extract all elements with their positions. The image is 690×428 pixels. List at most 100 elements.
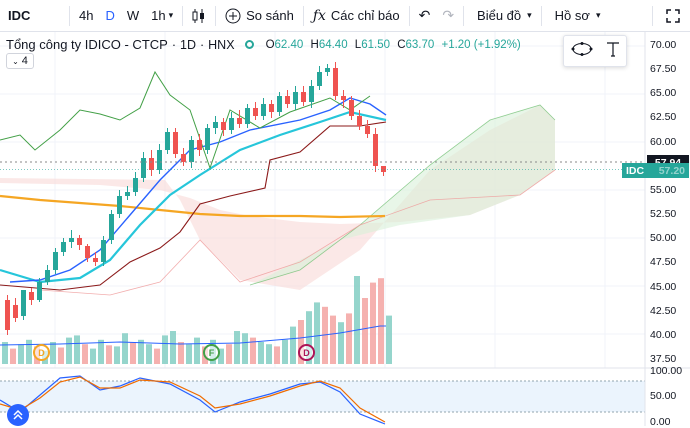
legend-exchange: HNX (208, 37, 235, 52)
volume-bar (122, 333, 128, 364)
low-key: L (354, 38, 362, 51)
candle-body (5, 300, 10, 330)
price-tick-label: 45.00 (650, 280, 677, 293)
candle-body (141, 158, 146, 178)
lasso-tool-button[interactable] (571, 41, 593, 62)
volume-bar (386, 315, 392, 364)
indicators-label: Các chỉ báo (330, 8, 400, 23)
stoch-k-line (0, 375, 386, 425)
volume-bar (114, 346, 120, 364)
chevron-down-icon: ⌄ (12, 56, 19, 66)
volume-bar (370, 282, 376, 364)
undo-icon: ↶ (418, 7, 431, 23)
candle-body (173, 132, 178, 154)
volume-bar (178, 342, 184, 364)
candle-body (37, 282, 42, 300)
cloud-span-b (39, 169, 556, 296)
price-tick-label: 67.50 (650, 63, 677, 76)
symbol-tag: IDC (626, 164, 645, 177)
fullscreen-icon (666, 8, 680, 23)
collapse-indicators-button[interactable]: ⌄ 4 (6, 53, 34, 69)
ma-orange-line (0, 194, 386, 219)
close-value: 63.70 (405, 38, 435, 51)
candle-body (301, 92, 306, 102)
volume-bar (218, 348, 224, 364)
divider (302, 5, 304, 26)
candle-body (101, 240, 106, 262)
volume-bar (106, 345, 112, 364)
candle-body (117, 196, 122, 214)
candle-body (133, 178, 138, 192)
candle-body (157, 150, 162, 170)
symbol-search[interactable]: IDC (8, 8, 31, 23)
volume-bar (282, 339, 288, 364)
candle-body (381, 166, 386, 172)
stochastic-oscillator (0, 375, 645, 425)
event-marker[interactable]: F (203, 344, 220, 361)
candle-body (21, 290, 26, 316)
volume-bar (130, 342, 136, 364)
symbol-price-badge: IDC 57.20 (622, 163, 689, 178)
scroll-to-start-button[interactable] (7, 404, 29, 426)
volume-bar (346, 313, 352, 364)
candle-body (109, 214, 114, 240)
timeframe-w[interactable]: W (126, 8, 140, 23)
volume-bar (234, 331, 240, 364)
compare-label: So sánh (246, 8, 294, 23)
candle-body (253, 108, 258, 116)
symbol-tag-value: 57.20 (658, 164, 685, 177)
high-key: H (310, 38, 319, 51)
price-tick-label: 65.00 (650, 87, 677, 100)
chikou-line (0, 70, 371, 170)
chevron-down-icon: ▾ (527, 10, 532, 20)
fullscreen-button[interactable] (656, 0, 690, 32)
candle-body (189, 140, 194, 162)
candle-body (205, 128, 210, 150)
volume-bar (338, 322, 344, 364)
timeframe-1h[interactable]: 1h ▾ (145, 0, 179, 32)
chart-menu-label: Biểu đồ (477, 8, 522, 23)
volume-bar (82, 344, 88, 364)
volume-bar (258, 342, 264, 364)
volume-bar (66, 337, 72, 364)
volume-bar (314, 302, 320, 364)
indicators-button[interactable]: ƒx Các chỉ báo (307, 0, 406, 32)
profile-menu-label: Hồ sơ (554, 8, 590, 23)
volume-bar (146, 344, 152, 364)
ma-cyan-line (0, 110, 387, 284)
profile-menu-button[interactable]: Hồ sơ ▾ (545, 0, 607, 32)
divider (540, 5, 542, 26)
text-tool-button[interactable] (606, 41, 620, 62)
chart-type-button[interactable] (186, 0, 212, 32)
candle-body (69, 238, 74, 242)
timeframe-d[interactable]: D (105, 8, 115, 23)
candle-body (149, 158, 154, 170)
change-value: +1.20 (+1.92%) (441, 38, 521, 51)
divider (182, 5, 184, 26)
volume-bar (226, 344, 232, 364)
volume-bar (58, 347, 64, 364)
candlesticks (5, 62, 386, 335)
volume-bar (98, 339, 104, 364)
chart-menu-button[interactable]: Biểu đồ ▾ (467, 0, 538, 32)
volume-bar (138, 339, 144, 364)
volume-bar (250, 337, 256, 364)
volume-bar (26, 339, 32, 364)
event-marker[interactable]: D (298, 344, 315, 361)
compare-button[interactable]: So sánh (219, 0, 300, 32)
redo-button[interactable]: ↷ (436, 0, 460, 32)
price-tick-label: 37.50 (650, 352, 677, 365)
candle-body (245, 108, 250, 124)
candle-body (341, 96, 346, 100)
candle-body (261, 104, 266, 116)
volume-ma-line (0, 325, 386, 346)
price-tick-label: 70.00 (650, 39, 677, 51)
legend-sep: · (171, 37, 176, 52)
ellipse-tool-icon (571, 41, 592, 56)
kijun-line (0, 121, 387, 291)
undo-button[interactable]: ↶ (413, 0, 437, 32)
candlestick-icon (192, 8, 205, 23)
timeframe-4h[interactable]: 4h (79, 8, 94, 23)
event-marker[interactable]: D (33, 344, 50, 361)
